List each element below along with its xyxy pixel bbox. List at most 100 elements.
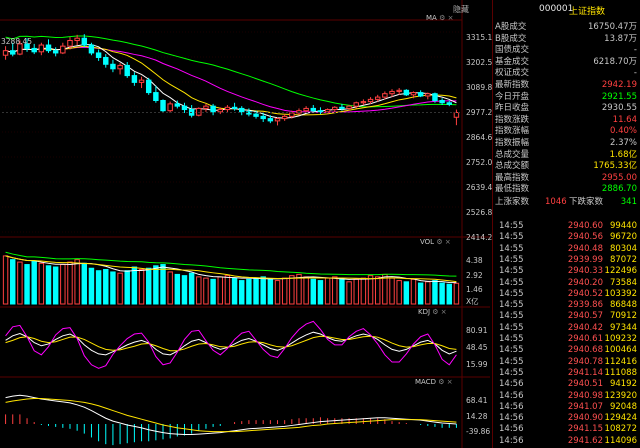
volume-bar [417,282,424,305]
volume-bar [2,255,9,305]
tick-price: 2940.42 [567,322,603,333]
axis-tick-label: 14.28 [466,411,488,421]
volume-bar [110,271,116,305]
axis-tick-label: 3315.18 [466,33,498,42]
tick-volume: 129424 [604,413,637,424]
volume-bar [317,280,324,305]
candle-body [145,79,152,94]
candle-body [103,56,109,65]
candle-body [346,105,352,109]
candle-body [303,107,309,112]
tick-row: 14:55 2940.61 109232 [493,334,640,345]
candle-body [382,93,388,98]
candle-body [74,37,80,41]
kline-chart-area[interactable] [0,0,493,448]
candle-body [317,110,324,113]
volume-bar [210,278,216,305]
tick-volume: 123920 [604,390,637,401]
vol-panel-title: VOL ⚙ × [420,238,451,246]
volume-bar [446,283,452,305]
volume-bar [296,273,302,305]
axis-tick-label: 3089.86 [466,83,498,92]
kdj-d-line [5,335,457,352]
candle-body [217,109,223,113]
tick-row: 14:55 2940.42 97344 [493,323,640,334]
candle-body [324,109,331,113]
volume-bar [289,275,295,305]
volume-bar [274,280,281,305]
volume-bar [231,277,238,305]
tick-price: 2941.07 [567,401,603,412]
volume-bar [160,264,166,305]
quote-value: 1.68亿 [609,149,637,160]
tick-volume: 70912 [609,311,637,322]
quote-row: 最新指数 2942.19 [495,80,637,92]
tick-row: 14:56 2941.62 114096 [493,436,640,447]
volume-bar [260,276,266,305]
candle-body [17,43,23,55]
tick-volume: 97344 [609,322,637,333]
quote-row: 权证成交 - [495,68,637,80]
candle-body [2,50,9,56]
tick-price: 2940.68 [567,345,603,356]
tick-row: 14:55 2940.57 70912 [493,311,640,322]
tick-row: 14:55 2940.33 122496 [493,266,640,277]
axis-tick-label: 1.46 [466,285,483,294]
macd-dea-line [5,398,457,433]
tick-price: 2940.57 [567,311,603,322]
tick-volume: 96720 [609,232,637,243]
candle-body [417,92,424,97]
tick-row: 14:55 2940.56 96720 [493,232,640,243]
tick-volume: 111088 [604,367,637,378]
quote-value: 0.40% [609,126,637,137]
tick-time: 14:55 [499,221,524,231]
volume-bar [403,281,410,305]
tick-row: 14:56 2941.07 92048 [493,402,640,413]
tick-time: 14:55 [499,356,524,367]
tick-time: 14:55 [499,254,524,265]
volume-bar [281,277,288,305]
volume-bar [432,280,438,305]
tick-volume: 114096 [604,435,637,446]
tick-volume: 100464 [604,345,637,356]
candle-body [203,105,209,109]
candle-body [60,45,66,54]
candle-body [339,106,345,109]
quote-label: 最低指数 [495,184,530,195]
candle-body [353,102,359,107]
volume-bar [346,281,352,305]
tick-volume: 108272 [604,424,637,435]
candle-body [374,96,381,100]
volume-bar [425,281,431,305]
volume-bar [439,282,445,305]
volume-bar [174,273,181,305]
candle-body [289,112,295,117]
quote-label: 基金成交 [495,56,530,67]
tick-time: 14:55 [499,232,524,243]
candle-body [425,93,431,97]
candle-body [138,79,145,83]
quote-row: 国债成交 - [495,45,637,57]
volume-bar [196,276,202,305]
tick-volume: 73584 [609,277,637,288]
ma60-line [5,35,457,108]
volume-bar [332,276,338,305]
quote-label: 国债成交 [495,45,530,56]
tick-volume: 80304 [609,243,637,254]
tick-time: 14:55 [499,367,524,378]
quote-value: 13.87万 [604,33,637,44]
quote-value: 11.64 [612,114,637,125]
ma20-line [5,46,457,113]
quote-value: 2.37% [609,138,637,148]
quote-value: 2886.70 [601,184,637,195]
tick-volume: 112416 [604,356,637,367]
kdj-panel-title: KDJ ⚙ × [418,308,447,316]
axis-tick-label: 2752.07 [466,158,498,167]
hide-button[interactable]: 隐藏 [453,5,469,14]
candle-body [396,89,402,92]
quote-row: 基金成交 6218.70万 [495,57,637,69]
volume-bar [60,264,66,305]
volume-bar [239,280,245,305]
tick-price: 2940.61 [567,334,603,344]
quote-row: 指数涨幅 0.40% [495,126,637,138]
